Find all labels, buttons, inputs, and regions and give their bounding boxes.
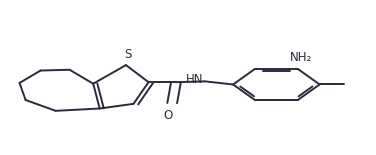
Text: NH₂: NH₂ — [290, 51, 312, 64]
Text: S: S — [124, 48, 132, 61]
Text: HN: HN — [186, 73, 203, 86]
Text: O: O — [164, 109, 173, 122]
